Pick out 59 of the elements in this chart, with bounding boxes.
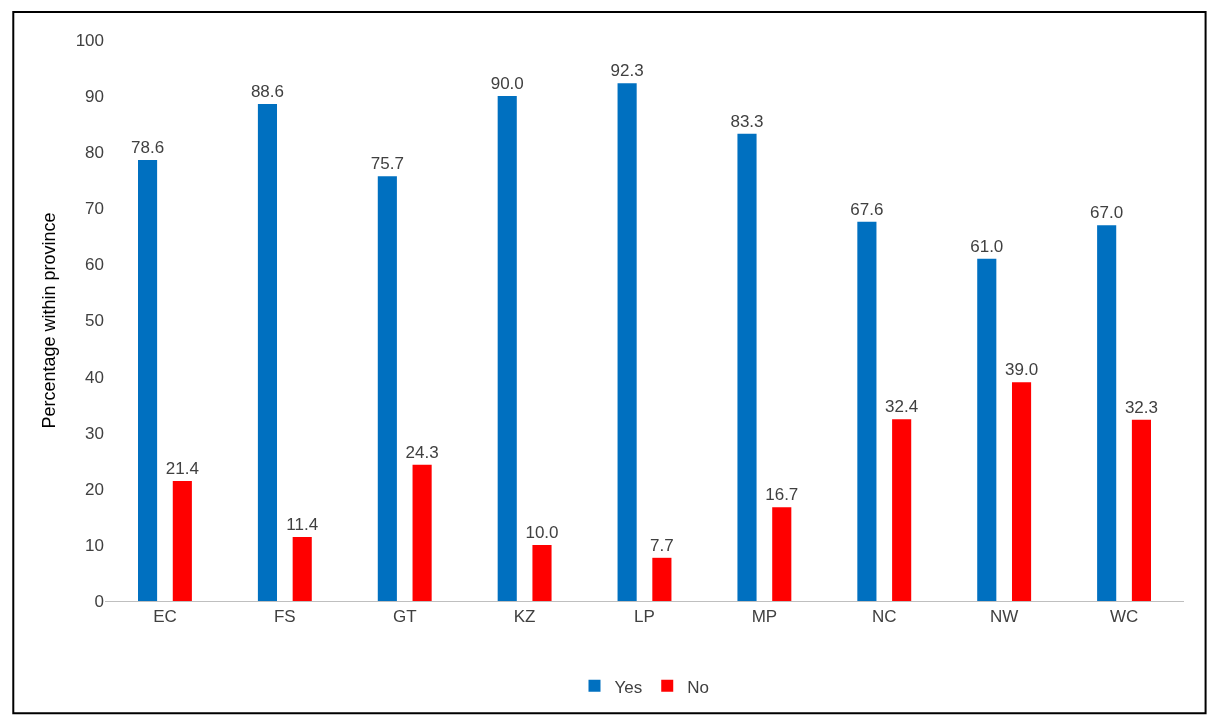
legend-label: Yes bbox=[614, 677, 643, 697]
bar bbox=[497, 96, 517, 601]
y-axis-title: Percentage within province bbox=[38, 212, 59, 429]
data-label: 90.0 bbox=[490, 74, 524, 94]
bar bbox=[977, 258, 997, 601]
bar bbox=[412, 464, 432, 601]
bar bbox=[652, 557, 672, 601]
y-tick-label: 50 bbox=[85, 311, 104, 331]
bar bbox=[172, 480, 192, 601]
y-tick-label: 20 bbox=[85, 479, 104, 499]
data-label: 16.7 bbox=[765, 485, 799, 505]
data-label: 32.3 bbox=[1124, 397, 1158, 417]
x-tick-label: MP bbox=[751, 607, 778, 627]
data-label: 24.3 bbox=[405, 442, 439, 462]
data-label: 83.3 bbox=[730, 111, 764, 131]
bar bbox=[1131, 419, 1151, 601]
bar bbox=[257, 103, 278, 601]
x-tick-label: GT bbox=[392, 607, 417, 627]
data-label: 32.4 bbox=[885, 397, 919, 417]
bar bbox=[617, 83, 637, 601]
data-label: 78.6 bbox=[131, 138, 165, 158]
data-label: 88.6 bbox=[250, 81, 284, 101]
bar bbox=[138, 160, 158, 601]
y-tick-label: 100 bbox=[75, 30, 104, 50]
data-label: 39.0 bbox=[1005, 360, 1039, 380]
data-label: 7.7 bbox=[650, 535, 674, 555]
y-tick-label: 0 bbox=[94, 591, 104, 611]
bar bbox=[737, 133, 757, 601]
x-tick-label: FS bbox=[273, 607, 296, 627]
y-tick-label: 70 bbox=[85, 199, 104, 219]
data-label: 10.0 bbox=[525, 522, 559, 542]
data-label: 21.4 bbox=[165, 458, 199, 478]
x-tick-label: NC bbox=[872, 607, 897, 627]
y-tick-label: 60 bbox=[85, 255, 104, 275]
data-label: 75.7 bbox=[370, 154, 404, 174]
bar bbox=[1097, 225, 1117, 601]
x-tick-label: WC bbox=[1109, 607, 1139, 627]
data-label: 92.3 bbox=[610, 61, 644, 81]
bar bbox=[892, 419, 912, 601]
bar bbox=[292, 537, 312, 601]
y-tick-label: 80 bbox=[85, 143, 104, 163]
data-label: 67.0 bbox=[1090, 203, 1124, 223]
data-label: 61.0 bbox=[970, 236, 1004, 256]
data-label: 11.4 bbox=[286, 515, 319, 535]
y-tick-label: 90 bbox=[85, 87, 104, 107]
x-tick-label: KZ bbox=[513, 607, 536, 627]
data-label: 67.6 bbox=[850, 199, 884, 219]
bar bbox=[772, 507, 792, 601]
bar bbox=[532, 544, 552, 601]
y-tick-label: 10 bbox=[85, 535, 104, 555]
x-tick-label: LP bbox=[634, 607, 655, 627]
bar bbox=[377, 176, 397, 601]
y-tick-label: 30 bbox=[85, 423, 104, 443]
legend-label: No bbox=[687, 677, 709, 697]
x-tick-label: NW bbox=[990, 607, 1019, 627]
y-tick-label: 40 bbox=[85, 367, 104, 387]
bar bbox=[857, 221, 877, 601]
bar bbox=[1011, 382, 1032, 601]
x-tick-label: EC bbox=[153, 607, 177, 627]
